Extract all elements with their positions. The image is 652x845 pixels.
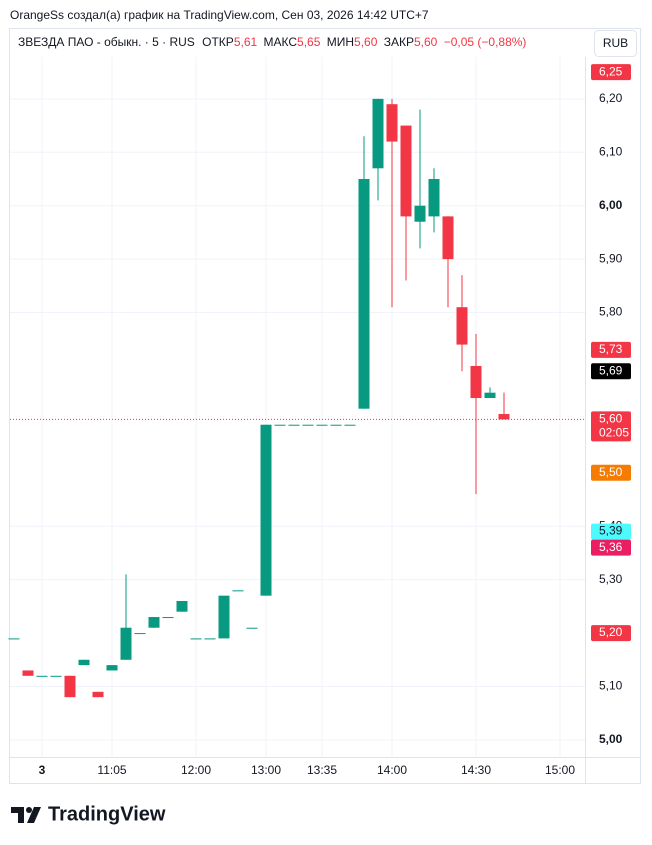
legend-high: 5,65 (297, 35, 321, 49)
candle-body (64, 675, 76, 698)
legend-open-label: ОТКР (202, 35, 234, 49)
x-tick-label: 12:00 (181, 763, 211, 777)
price-badge-label: 5,20 (599, 625, 623, 639)
candle-body (414, 205, 426, 222)
candle-body (428, 178, 440, 217)
y-tick-label: 5,80 (599, 305, 623, 319)
candle-body (484, 392, 496, 399)
candle-body (400, 125, 412, 217)
candle-body (50, 675, 62, 677)
x-tick-label: 13:00 (251, 763, 281, 777)
candle-body (498, 414, 510, 420)
price-badge-label: 5,36 (599, 540, 623, 554)
x-tick-label: 3 (39, 763, 46, 777)
candle-body (78, 659, 90, 666)
price-badge-label: 5,39 (599, 524, 623, 538)
candle-body (92, 691, 104, 698)
price-badge-label: 5,50 (599, 465, 623, 479)
candle-body (288, 424, 300, 426)
legend-low: 5,60 (354, 35, 378, 49)
y-tick-label: 6,10 (599, 144, 623, 158)
header: OrangeSs создал(а) график на TradingView… (10, 8, 429, 22)
price-badge-label: 5,69 (599, 363, 623, 377)
candle-body (176, 601, 188, 612)
frame (9, 28, 641, 784)
price-badge (591, 464, 631, 481)
x-tick-label: 15:00 (545, 763, 575, 777)
price-badge (591, 341, 631, 358)
candle-body (148, 617, 160, 628)
candle-body (120, 627, 132, 660)
legend-open: 5,61 (234, 35, 258, 49)
y-tick-label: 5,00 (599, 732, 623, 746)
candle-body (8, 638, 20, 640)
x-tick-label: 11:05 (97, 763, 126, 777)
candle-body (204, 638, 216, 640)
candle-body (106, 665, 118, 671)
candle-body (358, 178, 370, 409)
candle-body (22, 670, 34, 676)
candle-body (246, 627, 258, 629)
candle-body (372, 98, 384, 169)
candle-body (260, 424, 272, 596)
price-badge-label: 6,25 (599, 64, 623, 78)
candle-body (218, 595, 230, 639)
candle-body (470, 365, 482, 399)
price-badge-timer: 02:05 (599, 426, 629, 440)
y-tick-label: 5,10 (599, 679, 623, 693)
candle-body (316, 424, 328, 426)
x-tick-label: 14:00 (377, 763, 407, 777)
candle-body (330, 424, 342, 426)
y-tick-label: 6,00 (599, 198, 623, 212)
price-badge (591, 523, 631, 540)
candle-body (344, 424, 356, 426)
y-tick-label: 6,20 (599, 91, 623, 105)
legend-high-label: МАКС (264, 35, 298, 49)
x-tick-label: 13:35 (307, 763, 337, 777)
grid (10, 57, 585, 757)
legend: ЗВЕЗДА ПАО - обыкн. · 5 · RUS ОТКР5,61 М… (18, 35, 526, 49)
candle-body (134, 633, 146, 635)
candle-body (36, 675, 48, 677)
currency-button[interactable] (594, 30, 637, 57)
candle-body (232, 590, 244, 592)
legend-symbol: ЗВЕЗДА ПАО - обыкн. · 5 · RUS (18, 35, 195, 49)
price-badge (591, 411, 631, 442)
legend-change: −0,05 (−0,88%) (444, 35, 527, 49)
candle-body (386, 104, 398, 142)
price-badge-label: 5,73 (599, 342, 623, 356)
candle-body (190, 638, 202, 640)
price-badge (591, 625, 631, 642)
legend-close: 5,60 (414, 35, 438, 49)
candle-body (456, 307, 468, 345)
y-tick-label: 5,30 (599, 572, 623, 586)
candle-body (162, 617, 174, 619)
legend-low-label: МИН (327, 35, 354, 49)
price-badge (591, 64, 631, 81)
price-badge-label: 5,60 (599, 412, 623, 426)
price-badge (591, 539, 631, 556)
y-tick-label: 5,90 (599, 251, 623, 265)
footer-logo: TradingView (48, 803, 166, 825)
legend-close-label: ЗАКР (384, 35, 414, 49)
currency[interactable]: RUB (603, 36, 628, 50)
candle-body (302, 424, 314, 426)
candle-body (442, 216, 454, 260)
price-badge (591, 363, 631, 380)
logo-icon (11, 807, 41, 823)
candle-body (274, 424, 286, 426)
x-tick-label: 14:30 (461, 763, 491, 777)
